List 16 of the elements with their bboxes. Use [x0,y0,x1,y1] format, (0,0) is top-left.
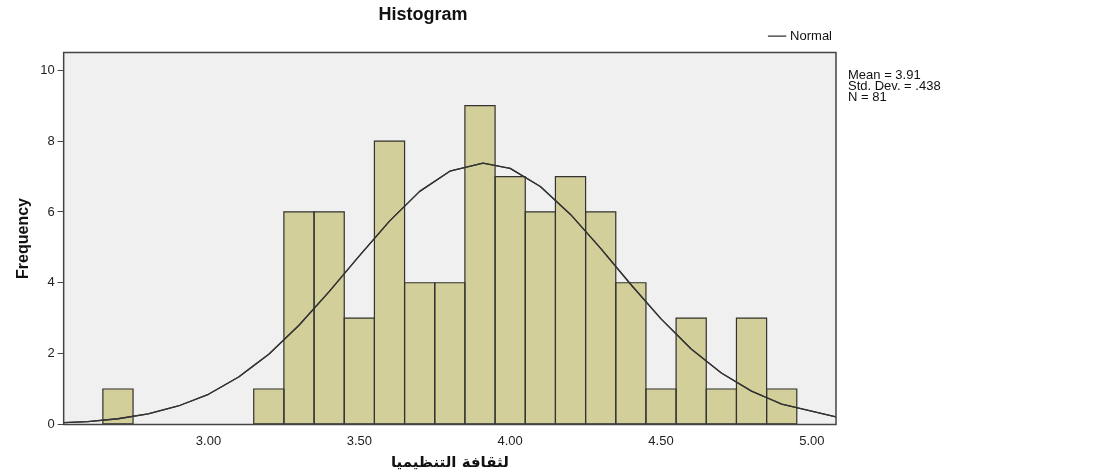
text: Mean = 3.91 [848,66,921,82]
y-tick-label: 0 [47,415,55,431]
y-tick-label: 10 [40,61,55,77]
x-tick-label: 4.50 [648,432,674,448]
legend-label: Normal [790,27,833,43]
x-tick-label: 3.00 [195,432,222,448]
y-tick-label: 4 [47,274,55,290]
x-tick-label: 3.50 [346,432,372,448]
y-tick-label: 2 [47,345,55,361]
chart-title: Histogram [378,3,468,24]
x-tick-label: 4.00 [497,432,523,448]
x-axis-title: لثقافة التنظيميا [390,452,509,471]
y-axis-title: Frequency [14,197,32,279]
y-tick-label: 6 [47,203,55,219]
x-tick-label: 5.00 [799,432,825,448]
y-tick-label: 8 [47,132,55,148]
